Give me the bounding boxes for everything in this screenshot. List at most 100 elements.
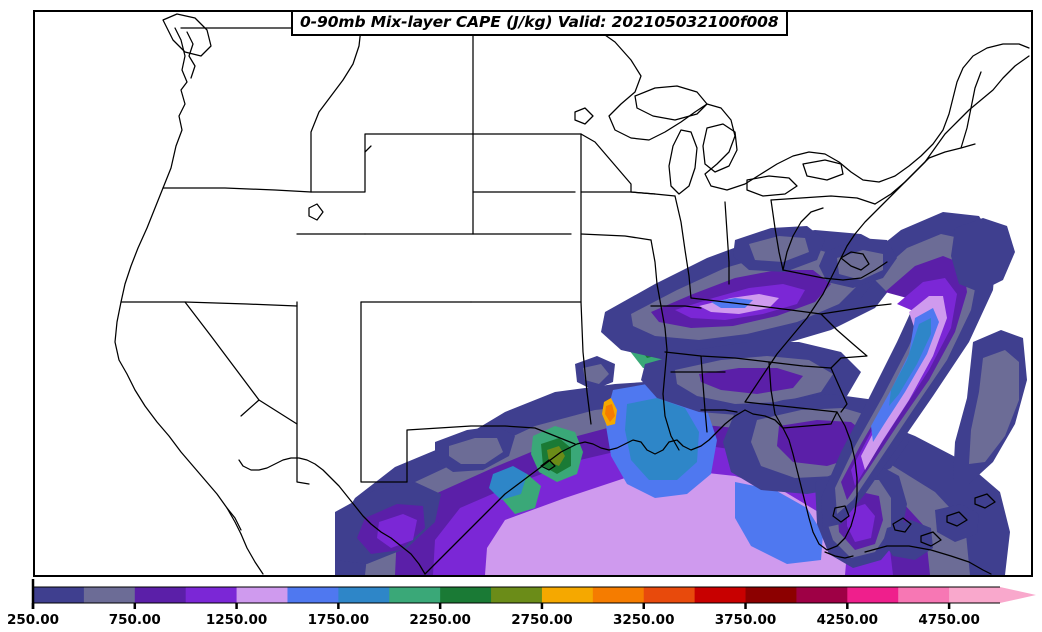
colorbar-tick-label: 4250.00: [817, 612, 879, 628]
border-nm-tx: [360, 301, 408, 483]
colorbar-tick-label: 1250.00: [206, 612, 268, 628]
border-sc-nc: [820, 313, 868, 369]
colorbar-swatches: [31, 579, 1036, 609]
coastline-california-south: [226, 507, 242, 531]
lake-ontario: [802, 159, 844, 181]
border-ms-al: [700, 355, 708, 433]
colorbar-tick-label: 250.00: [7, 612, 59, 628]
border-nv-ut-az: [258, 305, 298, 425]
colorbar-tick-label: 750.00: [109, 612, 161, 628]
coastline-puget-sound: [186, 31, 196, 79]
colorbar[interactable]: 250.00 750.00 1250.00 1750.00 2250.00 2750.00…: [0, 577, 1042, 632]
colorbar-swatch: [694, 587, 747, 603]
border-va-wv-md: [782, 261, 888, 281]
contour-1000-mexicocoast: [377, 514, 417, 548]
contour-1750-texascoast: [489, 466, 527, 500]
border-ia-mo: [580, 233, 652, 241]
border-tn-ms-al-ga: [664, 351, 832, 369]
colorbar-swatch: [541, 587, 594, 603]
coastline-bahamas-4: [974, 493, 996, 509]
colorbar-swatch: [949, 587, 1036, 603]
colorbar-swatch: [491, 587, 543, 603]
border-id-wy: [310, 145, 372, 193]
border-al-ga: [768, 361, 784, 429]
page-title: 0-90mb Mix-layer CAPE (J/kg) Valid: 2021…: [300, 13, 779, 31]
coastline-baja: [240, 533, 264, 575]
colorbar-svg[interactable]: 250.00 750.00 1250.00 1750.00 2250.00 2750.00…: [0, 577, 1042, 632]
coastline-pacific: [114, 27, 242, 535]
contour-750-tnvalley: [699, 368, 803, 394]
border-oh-pa-wv: [770, 199, 784, 271]
colorbar-tick-label: 2750.00: [511, 612, 573, 628]
border-ky-tn: [690, 297, 822, 315]
lake-okeechobee: [832, 505, 850, 523]
border-mt-wy: [364, 133, 474, 153]
border-ok-tx: [406, 425, 576, 483]
border-wa-or: [162, 187, 312, 193]
colorbar-swatch: [236, 587, 289, 603]
border-mo-ar: [650, 305, 702, 309]
colorbar-tick-label: 2250.00: [409, 612, 471, 628]
border-me-nh: [960, 71, 982, 149]
coastline-atlantic: [744, 55, 1030, 413]
map-panel[interactable]: [33, 10, 1033, 577]
coastline-bahamas-3: [946, 511, 968, 527]
colorbar-swatch: [287, 587, 339, 603]
border-mississippi-river: [650, 239, 680, 451]
map-title-box: 0-90mb Mix-layer CAPE (J/kg) Valid: 2021…: [291, 10, 788, 37]
colorbar-swatch: [592, 587, 645, 603]
lake-great-salt: [308, 203, 324, 221]
contour-3250-arkansas: [605, 404, 615, 422]
colorbar-swatch: [83, 587, 136, 603]
border-ca-nv: [184, 301, 260, 417]
cape-contour-map[interactable]: [35, 12, 1031, 575]
border-az-nm: [296, 423, 310, 485]
border-wv-va-detail: [782, 207, 824, 271]
border-or-ca-nv: [120, 301, 298, 307]
colorbar-swatch: [745, 587, 798, 603]
lake-lake-of-woods: [574, 107, 594, 125]
coastline-carolinas: [840, 251, 870, 271]
colorbar-tick-labels: 250.00 750.00 1250.00 1750.00 2250.00 2750.00…: [7, 612, 980, 628]
colorbar-tick-label: 3750.00: [715, 612, 777, 628]
colorbar-swatch: [643, 587, 696, 603]
border-id-mt: [310, 27, 362, 193]
coastline-bahamas-2: [920, 531, 942, 547]
contour-1750-lowermiss: [625, 398, 699, 480]
border-nc-va: [820, 303, 892, 315]
contour-500-ozarks: [583, 364, 609, 384]
lake-michigan: [668, 129, 698, 195]
colorbar-swatch: [389, 587, 441, 603]
colorbar-tick-label: 4750.00: [918, 612, 980, 628]
border-wi-il: [630, 191, 676, 197]
contour-500-westtexas: [449, 438, 503, 464]
coastline-texas-bays: [540, 459, 556, 471]
coastline-vancouver-island: [162, 13, 212, 57]
border-mexico-riogrande: [238, 457, 426, 575]
colorbar-ticks: [31, 603, 951, 609]
border-ga-sc: [830, 367, 848, 413]
border-in-oh: [724, 201, 730, 285]
colorbar-swatch: [185, 587, 238, 603]
colorbar-tick-label: 3250.00: [613, 612, 675, 628]
contour-1500-gulf: [735, 482, 823, 564]
lake-huron: [702, 123, 738, 173]
coastline-cuba: [864, 545, 992, 575]
border-pa-ny: [770, 195, 876, 205]
colorbar-swatch: [847, 587, 899, 603]
cape-contour-fills: [335, 212, 1027, 575]
contour-250-atlantic-ne: [951, 218, 1015, 292]
border-il-in: [674, 195, 692, 299]
border-mn-wi: [580, 133, 632, 193]
contour-500-atlantic-outer: [969, 350, 1019, 464]
colorbar-tick-label: 1750.00: [308, 612, 370, 628]
lake-superior: [634, 85, 708, 121]
border-ny-ne: [874, 157, 930, 205]
border-la-ms: [700, 409, 738, 413]
lake-erie: [746, 175, 798, 197]
colorbar-swatch: [33, 587, 85, 603]
map-boundaries: [114, 13, 1030, 575]
contour-1750-gulfstream: [889, 318, 931, 406]
border-newengland: [928, 143, 976, 159]
